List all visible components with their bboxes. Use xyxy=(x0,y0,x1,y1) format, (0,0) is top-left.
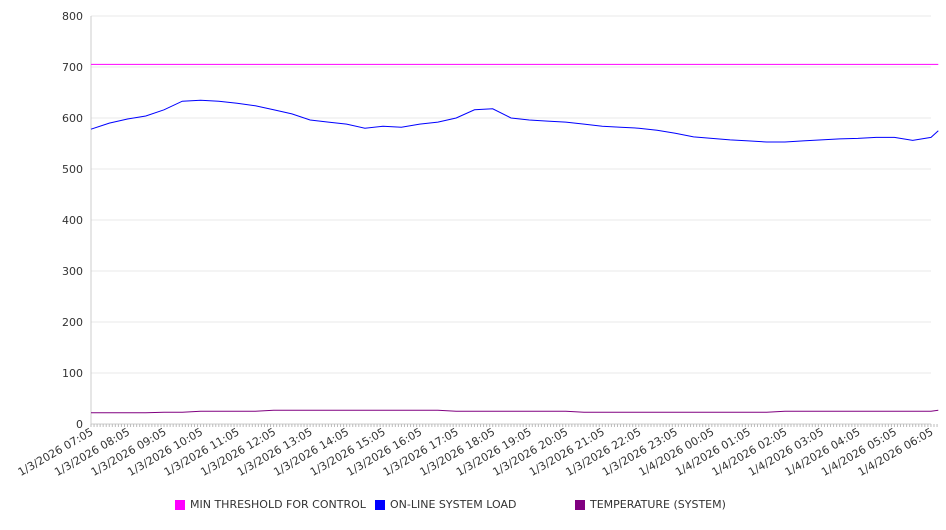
y-tick-label: 100 xyxy=(62,367,83,380)
y-tick-label: 200 xyxy=(62,316,83,329)
y-tick-label: 700 xyxy=(62,61,83,74)
y-tick-label: 600 xyxy=(62,112,83,125)
y-tick-label: 500 xyxy=(62,163,83,176)
legend-swatch xyxy=(175,499,185,510)
y-tick-label: 300 xyxy=(62,265,83,278)
y-tick-label: 0 xyxy=(76,418,83,431)
legend-swatch xyxy=(375,499,385,510)
legend-swatch xyxy=(575,499,585,510)
legend-item-threshold: MIN THRESHOLD FOR CONTROL xyxy=(175,498,366,511)
y-tick-label: 800 xyxy=(62,10,83,23)
legend-item-load: ON-LINE SYSTEM LOAD xyxy=(375,498,516,511)
y-tick-label: 400 xyxy=(62,214,83,227)
series-line-on-line-system-load xyxy=(90,99,939,143)
legend-item-temperature: TEMPERATURE (SYSTEM) xyxy=(575,498,726,511)
legend-label: TEMPERATURE (SYSTEM) xyxy=(590,498,726,511)
series-line-temperature-system- xyxy=(91,409,939,414)
legend-label: MIN THRESHOLD FOR CONTROL xyxy=(190,498,366,511)
legend-label: ON-LINE SYSTEM LOAD xyxy=(390,498,517,511)
